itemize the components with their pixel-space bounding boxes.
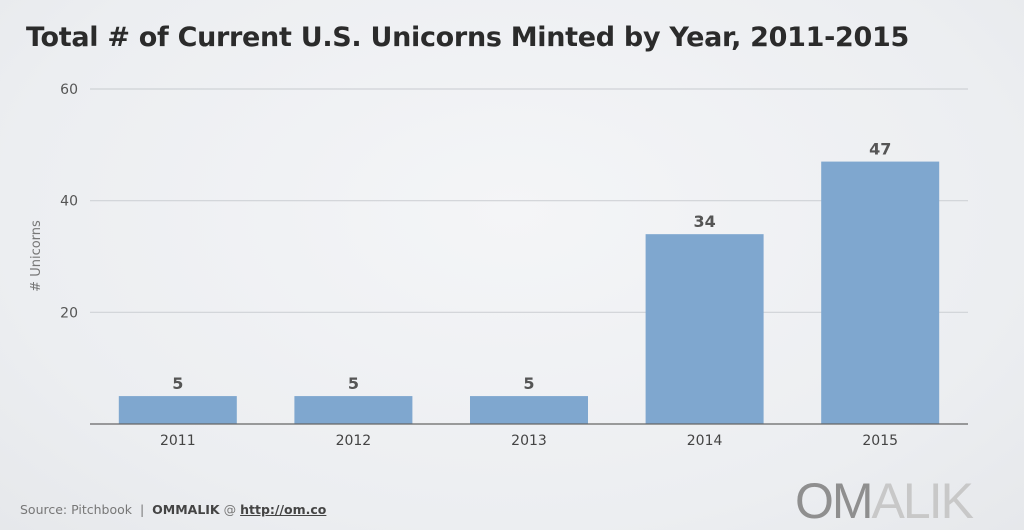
bar-2013 bbox=[470, 396, 588, 424]
y-tick-label: 60 bbox=[60, 82, 78, 98]
bar-2012 bbox=[294, 396, 413, 424]
x-tick-label: 2015 bbox=[862, 433, 898, 449]
bar-2011 bbox=[118, 396, 237, 424]
data-label: 5 bbox=[348, 374, 359, 393]
y-tick-label: 20 bbox=[60, 305, 78, 321]
data-label: 47 bbox=[869, 140, 891, 159]
chart-title: Total # of Current U.S. Unicorns Minted … bbox=[26, 22, 909, 53]
x-tick-label: 2011 bbox=[160, 433, 196, 449]
y-tick-label: 40 bbox=[60, 194, 78, 210]
data-label: 5 bbox=[172, 374, 183, 393]
at-text: @ bbox=[223, 502, 237, 517]
url-link[interactable]: http://om.co bbox=[240, 502, 327, 517]
x-tick-label: 2013 bbox=[511, 433, 547, 449]
bar-2014 bbox=[645, 234, 764, 424]
logo: OMALIK bbox=[795, 473, 974, 529]
x-tick-label: 2014 bbox=[687, 433, 723, 449]
data-label: 34 bbox=[693, 212, 715, 231]
y-axis-label: # Unicorns bbox=[29, 220, 44, 292]
footer: Source: Pitchbook | OMMALIK @ http://om.… bbox=[20, 502, 327, 517]
x-tick-label: 2012 bbox=[336, 433, 372, 449]
source-text: Source: Pitchbook bbox=[20, 502, 133, 517]
bar-2015 bbox=[821, 161, 940, 425]
brand-text: OMMALIK bbox=[152, 502, 220, 517]
data-label: 5 bbox=[523, 374, 534, 393]
